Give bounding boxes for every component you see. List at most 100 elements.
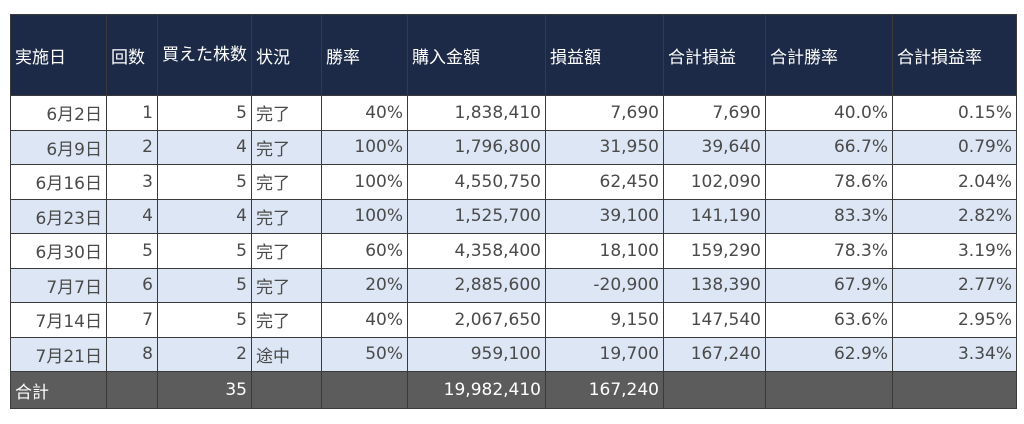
total-cell: 35 bbox=[157, 371, 252, 409]
table-cell: 18,100 bbox=[545, 233, 664, 269]
column-header: 合計損益 bbox=[663, 14, 766, 96]
table-cell: 8 bbox=[106, 336, 158, 372]
table-cell: 完了 bbox=[251, 302, 322, 338]
table-cell: 5 bbox=[157, 233, 252, 269]
table-cell: 6月9日 bbox=[10, 129, 107, 165]
table-row: 6月9日 2 4 完了 100% 1,796,800 31,950 39,640 66.7% 0.… bbox=[10, 129, 1017, 165]
table-cell: 7月7日 bbox=[10, 267, 107, 303]
table-cell: 167,240 bbox=[663, 336, 766, 372]
total-cell bbox=[765, 371, 893, 409]
table-cell: 7 bbox=[106, 302, 158, 338]
table-cell: 4,550,750 bbox=[407, 164, 546, 200]
column-header: 損益額 bbox=[545, 14, 664, 96]
table-cell: 66.7% bbox=[765, 129, 893, 165]
total-cell bbox=[321, 371, 408, 409]
table-cell: 2.82% bbox=[892, 198, 1017, 234]
total-cell bbox=[663, 371, 766, 409]
table-row: 7月7日 6 5 完了 20% 2,885,600 -20,900 138,390 67.9% 2… bbox=[10, 267, 1017, 303]
table-cell: 1,525,700 bbox=[407, 198, 546, 234]
table-row: 6月2日 1 5 完了 40% 1,838,410 7,690 7,690 40.0% 0.15% bbox=[10, 95, 1017, 131]
table-cell: 6月16日 bbox=[10, 164, 107, 200]
table-row: 7月14日 7 5 完了 40% 2,067,650 9,150 147,540 63.6% 2.… bbox=[10, 302, 1017, 338]
table-cell: 60% bbox=[321, 233, 408, 269]
table-cell: 3.34% bbox=[892, 336, 1017, 372]
column-header: 回数 bbox=[106, 14, 158, 96]
total-cell: 167,240 bbox=[545, 371, 664, 409]
table-cell: 完了 bbox=[251, 129, 322, 165]
table-cell: 1 bbox=[106, 95, 158, 131]
table-cell: 141,190 bbox=[663, 198, 766, 234]
table-cell: 4 bbox=[106, 198, 158, 234]
table-cell: 62,450 bbox=[545, 164, 664, 200]
column-header: 勝率 bbox=[321, 14, 408, 96]
table-row: 6月16日 3 5 完了 100% 4,550,750 62,450 102,090 78.6%… bbox=[10, 164, 1017, 200]
table-body: 6月2日 1 5 完了 40% 1,838,410 7,690 7,690 40.0% 0.15%… bbox=[10, 95, 1017, 372]
table-cell: 20% bbox=[321, 267, 408, 303]
table-cell: -20,900 bbox=[545, 267, 664, 303]
total-label: 合計 bbox=[10, 371, 107, 409]
table-footer: 合計 35 19,982,410 167,240 bbox=[10, 371, 1017, 409]
column-header: 買えた株数 bbox=[157, 14, 252, 96]
column-header: 合計勝率 bbox=[765, 14, 893, 96]
results-table: 実施日 回数 買えた株数 状況 勝率 購入金額 損益額 合計損益 合計勝率 合計損益率 6月2日 1… bbox=[10, 14, 1017, 409]
table-cell: 2.77% bbox=[892, 267, 1017, 303]
table-cell: 6月30日 bbox=[10, 233, 107, 269]
table-cell: 100% bbox=[321, 198, 408, 234]
table-cell: 2 bbox=[157, 336, 252, 372]
table-cell: 2,885,600 bbox=[407, 267, 546, 303]
table-header: 実施日 回数 買えた株数 状況 勝率 購入金額 損益額 合計損益 合計勝率 合計損益率 bbox=[10, 14, 1017, 96]
table-cell: 9,150 bbox=[545, 302, 664, 338]
table-cell: 0.79% bbox=[892, 129, 1017, 165]
table-cell: 147,540 bbox=[663, 302, 766, 338]
table-cell: 6 bbox=[106, 267, 158, 303]
table-cell: 83.3% bbox=[765, 198, 893, 234]
table-cell: 78.6% bbox=[765, 164, 893, 200]
table-cell: 63.6% bbox=[765, 302, 893, 338]
table-cell: 4 bbox=[157, 198, 252, 234]
table-cell: 途中 bbox=[251, 336, 322, 372]
table-cell: 40% bbox=[321, 302, 408, 338]
table-cell: 50% bbox=[321, 336, 408, 372]
table-cell: 完了 bbox=[251, 164, 322, 200]
table-cell: 39,100 bbox=[545, 198, 664, 234]
column-header: 状況 bbox=[251, 14, 322, 96]
table-cell: 100% bbox=[321, 129, 408, 165]
table-row: 7月21日 8 2 途中 50% 959,100 19,700 167,240 62.9% 3.3… bbox=[10, 336, 1017, 372]
table-cell: 6月2日 bbox=[10, 95, 107, 131]
total-cell: 19,982,410 bbox=[407, 371, 546, 409]
table-cell: 5 bbox=[157, 164, 252, 200]
table-cell: 5 bbox=[106, 233, 158, 269]
table-cell: 4 bbox=[157, 129, 252, 165]
table-cell: 6月23日 bbox=[10, 198, 107, 234]
total-row: 合計 35 19,982,410 167,240 bbox=[10, 371, 1017, 409]
total-cell bbox=[106, 371, 158, 409]
table-cell: 2.95% bbox=[892, 302, 1017, 338]
table-cell: 62.9% bbox=[765, 336, 893, 372]
table-cell: 102,090 bbox=[663, 164, 766, 200]
table-cell: 959,100 bbox=[407, 336, 546, 372]
table-cell: 3.19% bbox=[892, 233, 1017, 269]
table-cell: 4,358,400 bbox=[407, 233, 546, 269]
table-cell: 7月14日 bbox=[10, 302, 107, 338]
table-cell: 完了 bbox=[251, 267, 322, 303]
table-cell: 7,690 bbox=[545, 95, 664, 131]
table-cell: 159,290 bbox=[663, 233, 766, 269]
table-cell: 2.04% bbox=[892, 164, 1017, 200]
table-cell: 78.3% bbox=[765, 233, 893, 269]
table-cell: 2 bbox=[106, 129, 158, 165]
table-cell: 67.9% bbox=[765, 267, 893, 303]
table-cell: 100% bbox=[321, 164, 408, 200]
total-cell bbox=[251, 371, 322, 409]
table-cell: 1,796,800 bbox=[407, 129, 546, 165]
table-cell: 5 bbox=[157, 95, 252, 131]
table-cell: 完了 bbox=[251, 233, 322, 269]
table-row: 6月30日 5 5 完了 60% 4,358,400 18,100 159,290 78.3% 3… bbox=[10, 233, 1017, 269]
table-cell: 40.0% bbox=[765, 95, 893, 131]
table-cell: 19,700 bbox=[545, 336, 664, 372]
table-cell: 完了 bbox=[251, 95, 322, 131]
table-cell: 3 bbox=[106, 164, 158, 200]
column-header: 合計損益率 bbox=[892, 14, 1017, 96]
table-cell: 完了 bbox=[251, 198, 322, 234]
table-cell: 7,690 bbox=[663, 95, 766, 131]
total-cell bbox=[892, 371, 1017, 409]
